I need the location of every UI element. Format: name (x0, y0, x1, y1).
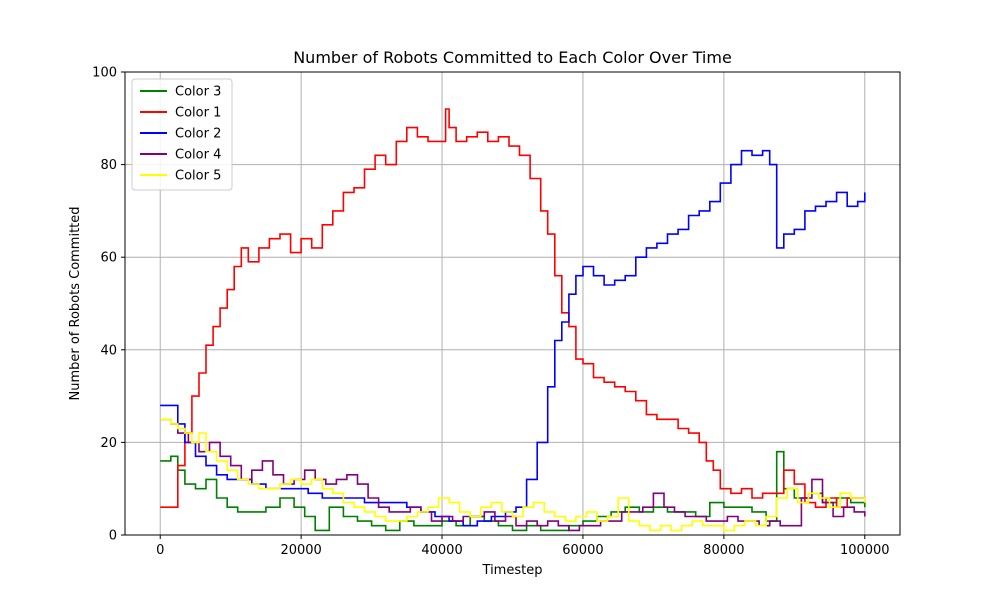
legend-label: Color 2 (175, 127, 221, 142)
series-lines (160, 108, 866, 532)
legend: Color 3 Color 1 Color 2 Color 4 Color 5 (131, 78, 233, 191)
x-tick-label: 20000 (280, 543, 321, 558)
y-tick-label: 20 (100, 436, 117, 451)
x-tick-label: 60000 (562, 543, 603, 558)
x-tick-label: 100000 (840, 543, 890, 558)
series-line-color-3 (160, 450, 866, 532)
x-tick-label: 80000 (703, 543, 744, 558)
legend-label: Color 5 (175, 169, 221, 184)
series-line-color-2 (160, 149, 866, 527)
y-axis-label: Number of Robots Committed (68, 206, 83, 400)
legend-label: Color 3 (175, 85, 221, 100)
y-tick-label: 100 (92, 66, 117, 81)
plot-frame (124, 71, 901, 536)
x-tick-label: 40000 (421, 543, 462, 558)
x-axis-label: Timestep (482, 563, 543, 578)
x-tick-label: 0 (156, 543, 164, 558)
chart-title: Number of Robots Committed to Each Color… (293, 48, 732, 67)
series-line-color-1 (160, 108, 866, 509)
axis-ticks: 0 20000 40000 60000 80000 100000 0 20 40 60 80 100 (92, 66, 889, 559)
legend-label: Color 1 (175, 106, 221, 121)
series-line-color-5 (160, 418, 866, 532)
y-tick-label: 80 (100, 158, 117, 173)
y-tick-label: 0 (109, 529, 117, 544)
legend-box (131, 78, 233, 191)
y-tick-label: 40 (100, 343, 117, 358)
y-tick-label: 60 (100, 251, 117, 266)
legend-label: Color 4 (175, 148, 221, 163)
